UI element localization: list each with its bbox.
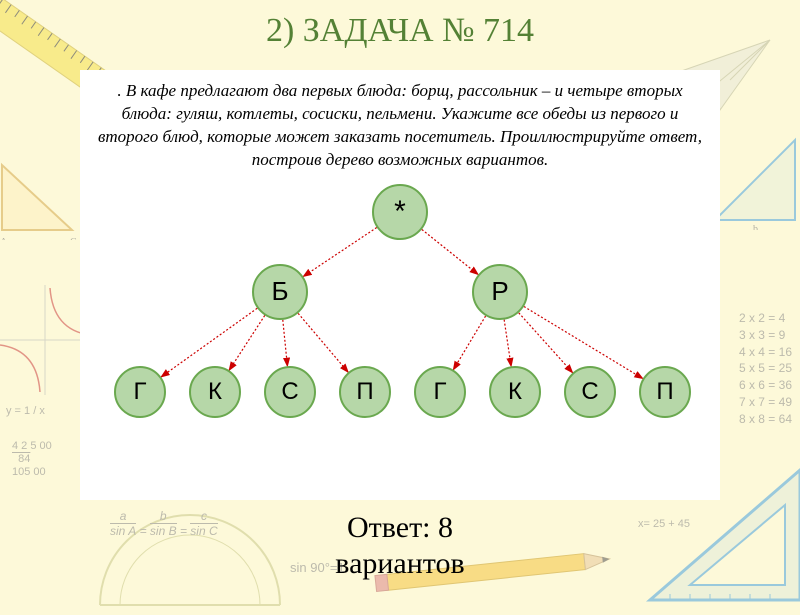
division-work: 4 2 5 00 84 105 00 [12,440,52,480]
svg-text:C: C [70,237,77,240]
tree-diagram: *БРГКСПГКСП [100,182,700,442]
content-frame: . В кафе предлагают два первых блюда: бо… [80,70,720,500]
tree-level1-node-1: Р [472,264,528,320]
svg-text:A: A [0,237,8,240]
formula-label: y = 1 / x [6,405,45,417]
tree-level2-node-3: П [339,366,391,418]
page-title: 2) ЗАДАЧА № 714 [0,12,800,50]
answer-text: Ответ: 8 вариантов [0,510,800,582]
multiplication-table: 2 x 2 = 4 3 x 3 = 9 4 x 4 = 16 5 x 5 = 2… [739,310,792,428]
tree-level2-node-2: С [264,366,316,418]
tree-level1-node-0: Б [252,264,308,320]
tree-level2-node-0: Г [114,366,166,418]
tree-level2-node-6: С [564,366,616,418]
tree-level2-node-4: Г [414,366,466,418]
problem-text: . В кафе предлагают два первых блюда: бо… [98,80,702,172]
tree-level2-node-1: К [189,366,241,418]
tree-level2-node-7: П [639,366,691,418]
tree-level2-node-5: К [489,366,541,418]
tree-root-node: * [372,184,428,240]
svg-text:b: b [753,224,758,230]
